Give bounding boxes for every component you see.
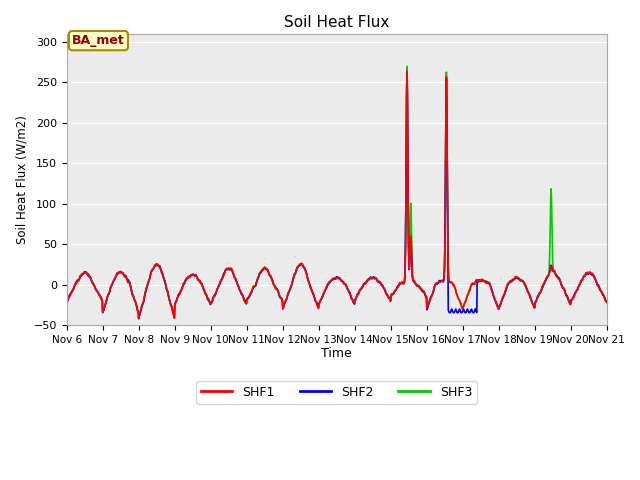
- SHF2: [492, 299, 499, 304]
- SHF2: [135, 316, 143, 322]
- SHF2: [63, 300, 70, 306]
- SHF3: [603, 299, 611, 305]
- SHF3: [63, 299, 70, 304]
- SHF3: [492, 299, 499, 304]
- Line: SHF2: SHF2: [67, 72, 607, 319]
- SHF3: [183, 275, 191, 280]
- Legend: SHF1, SHF2, SHF3: SHF1, SHF2, SHF3: [196, 381, 477, 404]
- SHF1: [63, 300, 70, 305]
- SHF2: [603, 299, 611, 305]
- SHF1: [135, 315, 143, 321]
- SHF1: [421, 291, 429, 297]
- SHF3: [170, 313, 178, 319]
- Line: SHF3: SHF3: [67, 67, 607, 319]
- SHF2: [183, 276, 191, 281]
- SHF3: [135, 316, 143, 322]
- SHF2: [421, 292, 429, 298]
- X-axis label: Time: Time: [321, 348, 352, 360]
- SHF3: [421, 292, 429, 298]
- SHF2: [244, 296, 252, 301]
- SHF1: [603, 300, 611, 305]
- Text: BA_met: BA_met: [72, 34, 125, 47]
- SHF2: [403, 69, 411, 75]
- SHF3: [403, 64, 411, 70]
- SHF2: [170, 313, 178, 319]
- SHF1: [403, 68, 411, 74]
- SHF1: [183, 275, 191, 281]
- SHF1: [170, 314, 178, 320]
- Y-axis label: Soil Heat Flux (W/m2): Soil Heat Flux (W/m2): [15, 115, 28, 244]
- Title: Soil Heat Flux: Soil Heat Flux: [284, 15, 389, 30]
- SHF2: [540, 283, 547, 289]
- SHF3: [244, 296, 252, 302]
- SHF1: [492, 298, 499, 304]
- SHF3: [540, 283, 547, 288]
- Line: SHF1: SHF1: [67, 71, 607, 318]
- SHF1: [244, 296, 252, 301]
- SHF1: [540, 282, 547, 288]
